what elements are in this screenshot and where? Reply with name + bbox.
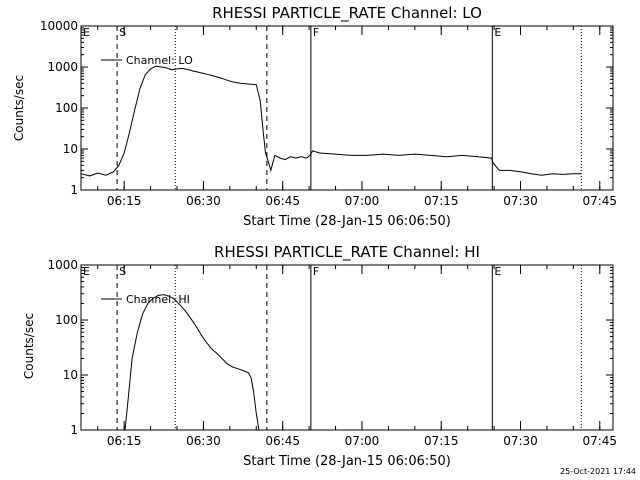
y-ticks: 1 10 100 1000 10000 [40,19,613,197]
legend-label: Channel: HI [126,293,190,306]
series-line [124,294,260,431]
y-tick-label: 100 [55,101,78,115]
legend: Channel: HI [101,293,190,306]
series-layer [124,294,260,431]
chart-panel-hi: RHESSI PARTICLE_RATE Channel: HI Start T… [22,243,617,469]
y-ticks: 1 10 100 1000 [47,258,613,437]
time-marker-label: S [119,26,126,39]
y-tick-label: 100 [55,313,78,327]
x-tick-label: 06:45 [265,434,300,448]
y-tick-label: 1000 [47,60,78,74]
x-axis-label: Start Time (28-Jan-15 06:06:50) [243,454,451,469]
y-tick-label: 10 [63,142,78,156]
x-tick-label: 07:15 [424,194,459,208]
x-tick-label: 07:15 [424,434,459,448]
x-tick-label: 07:00 [345,194,380,208]
x-ticks: 06:15 06:30 06:45 07:00 07:15 07:30 07:45 [97,26,617,208]
legend: Channel: LO [101,54,193,67]
y-tick-label: 10 [63,368,78,382]
y-tick-label: 1 [70,183,78,197]
x-tick-label: 06:30 [186,194,221,208]
x-tick-label: 06:30 [186,434,221,448]
y-axis-label: Counts/sec [12,75,26,141]
x-tick-label: 07:00 [345,434,380,448]
chart-title: RHESSI PARTICLE_RATE Channel: HI [214,243,480,262]
time-marker-label: E [494,265,501,278]
time-marker-label: F [313,265,319,278]
x-axis-label: Start Time (28-Jan-15 06:06:50) [243,214,451,229]
plot-frame [80,264,614,431]
time-marker-label: E [494,26,501,39]
x-tick-label: 07:30 [503,434,538,448]
time-marker-label: E [83,26,90,39]
chart-title: RHESSI PARTICLE_RATE Channel: LO [212,4,482,23]
legend-label: Channel: LO [126,54,193,67]
time-marker-label: S [119,265,126,278]
time-marker-label: F [313,26,319,39]
series-line [80,65,582,177]
x-tick-label: 06:45 [265,194,300,208]
x-ticks: 06:15 06:30 06:45 07:00 07:15 07:30 07:45 [97,265,617,448]
x-tick-label: 06:15 [107,434,142,448]
x-tick-label: 07:45 [582,434,617,448]
y-tick-label: 1000 [47,258,78,272]
time-marker-label: E [83,265,90,278]
x-tick-label: 06:15 [107,194,142,208]
y-tick-label: 1 [70,423,78,437]
x-tick-label: 07:30 [503,194,538,208]
x-tick-label: 07:45 [582,194,617,208]
y-tick-label: 10000 [40,19,78,33]
y-axis-label: Counts/sec [22,313,36,379]
series-layer [80,65,582,177]
chart-panel-lo: RHESSI PARTICLE_RATE Channel: LO Start T… [12,4,617,229]
generation-timestamp: 25-Oct-2021 17:44 [560,467,636,476]
